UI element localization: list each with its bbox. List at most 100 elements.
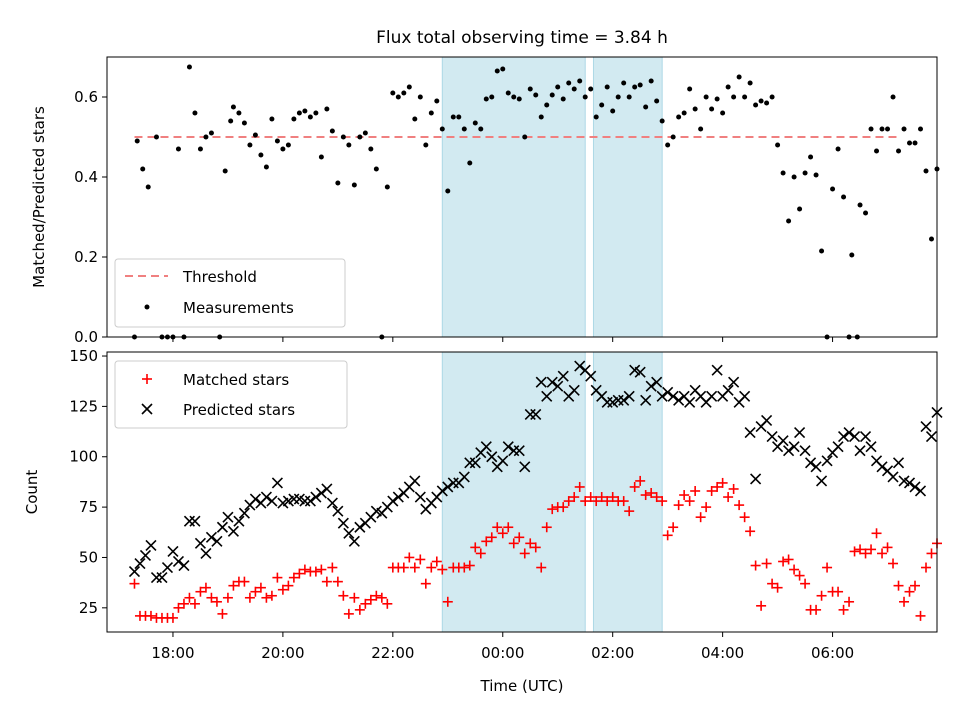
measurement-point <box>808 154 814 160</box>
predicted-star-point <box>546 376 558 388</box>
matched-star-point <box>525 538 536 549</box>
marker-stroke <box>728 376 740 388</box>
marker-stroke <box>722 384 734 396</box>
marker-stroke <box>645 380 657 392</box>
measurement-point <box>720 110 726 116</box>
predicted-star-point <box>837 431 850 443</box>
predicted-star-point <box>480 441 492 453</box>
measurement-point <box>368 146 374 152</box>
matched-star-point <box>690 485 701 496</box>
predicted-star-point <box>788 441 800 453</box>
measurement-point <box>395 94 401 100</box>
measurement-point <box>637 82 643 88</box>
marker-stroke <box>585 370 597 382</box>
matched-star-point <box>668 522 679 533</box>
predicted-star-point <box>392 491 404 503</box>
y-tick-label: 75 <box>79 498 98 516</box>
marker-stroke <box>332 505 344 517</box>
matched-star-point <box>717 477 728 488</box>
measurement-point <box>703 94 709 100</box>
marker-stroke <box>810 461 822 473</box>
predicted-star-point <box>271 477 283 489</box>
predicted-star-point <box>722 384 734 396</box>
marker-stroke <box>530 408 542 421</box>
measurement-point <box>313 110 319 116</box>
measurement-point <box>384 184 390 190</box>
marker-stroke <box>739 390 751 402</box>
matched-star-point <box>129 578 140 589</box>
measurement-point <box>478 126 484 132</box>
matched-star-point <box>492 522 503 533</box>
measurement-point <box>764 100 770 106</box>
marker-stroke <box>469 457 481 469</box>
matched-star-point <box>547 504 558 515</box>
measurement-point <box>665 142 671 148</box>
matched-star-point <box>481 536 492 547</box>
measurement-point <box>819 248 825 254</box>
matched-star-point <box>431 556 442 567</box>
matched-star-point <box>657 496 668 507</box>
marker-stroke <box>920 420 932 433</box>
top-shaded-regions <box>441 57 663 337</box>
x-tick-label: 06:00 <box>811 644 854 662</box>
measurement-point <box>868 126 874 132</box>
measurement-point <box>896 148 902 154</box>
marker-stroke <box>568 384 580 396</box>
measurement-point <box>643 104 649 110</box>
measurement-point <box>197 146 203 152</box>
matched-star-point <box>255 582 266 593</box>
matched-star-point <box>585 492 596 503</box>
matched-star-point <box>288 572 299 583</box>
matched-star-point <box>899 596 910 607</box>
marker-stroke <box>783 445 795 457</box>
measurement-point <box>505 90 511 96</box>
top-legend: Threshold Measurements <box>114 258 346 328</box>
marker-stroke <box>227 525 239 537</box>
legend-measurements-swatch <box>144 304 150 310</box>
matched-star-point <box>756 600 767 611</box>
matched-star-point <box>145 610 156 621</box>
measurement-point <box>670 134 676 140</box>
measurement-point <box>318 154 324 160</box>
measurement-point <box>417 94 423 100</box>
x-tick-label: 20:00 <box>261 644 304 662</box>
predicted-star-point <box>211 535 223 547</box>
measurement-point <box>709 106 715 112</box>
measurement-point <box>742 94 748 100</box>
predicted-star-point <box>656 390 668 402</box>
matched-star-point <box>266 590 277 601</box>
measurement-point <box>140 166 146 172</box>
marker-stroke <box>881 465 894 477</box>
matched-star-point <box>173 602 184 613</box>
matched-star-point <box>591 496 602 507</box>
matched-star-point <box>761 558 772 569</box>
predicted-star-point <box>150 572 163 584</box>
matched-star-point <box>508 538 519 549</box>
matched-star-point <box>849 546 860 557</box>
legend-matched-marker <box>142 374 152 384</box>
measurement-point <box>890 94 896 100</box>
matched-star-point <box>778 556 789 567</box>
legend-predicted-label: Predicted stars <box>183 401 295 419</box>
measurement-point <box>228 118 234 124</box>
marker-stroke <box>898 475 910 487</box>
marker-stroke <box>167 545 179 557</box>
marker-stroke <box>662 386 674 398</box>
predicted-star-point <box>266 495 278 507</box>
shaded-region <box>441 57 586 337</box>
predicted-star-point <box>343 527 355 539</box>
y-tick-label: 50 <box>79 548 98 566</box>
marker-stroke <box>139 549 152 562</box>
marker-stroke <box>205 531 218 543</box>
measurement-point <box>863 210 869 216</box>
measurement-point <box>830 186 836 192</box>
matched-star-point <box>695 512 706 523</box>
marker-stroke <box>546 376 558 388</box>
measurement-point <box>791 174 797 180</box>
bottom-legend: Matched stars Predicted stars <box>114 360 348 429</box>
marker-stroke <box>178 559 190 572</box>
predicted-star-point <box>585 370 597 382</box>
measurement-point <box>736 74 742 80</box>
predicted-star-point <box>634 366 646 378</box>
